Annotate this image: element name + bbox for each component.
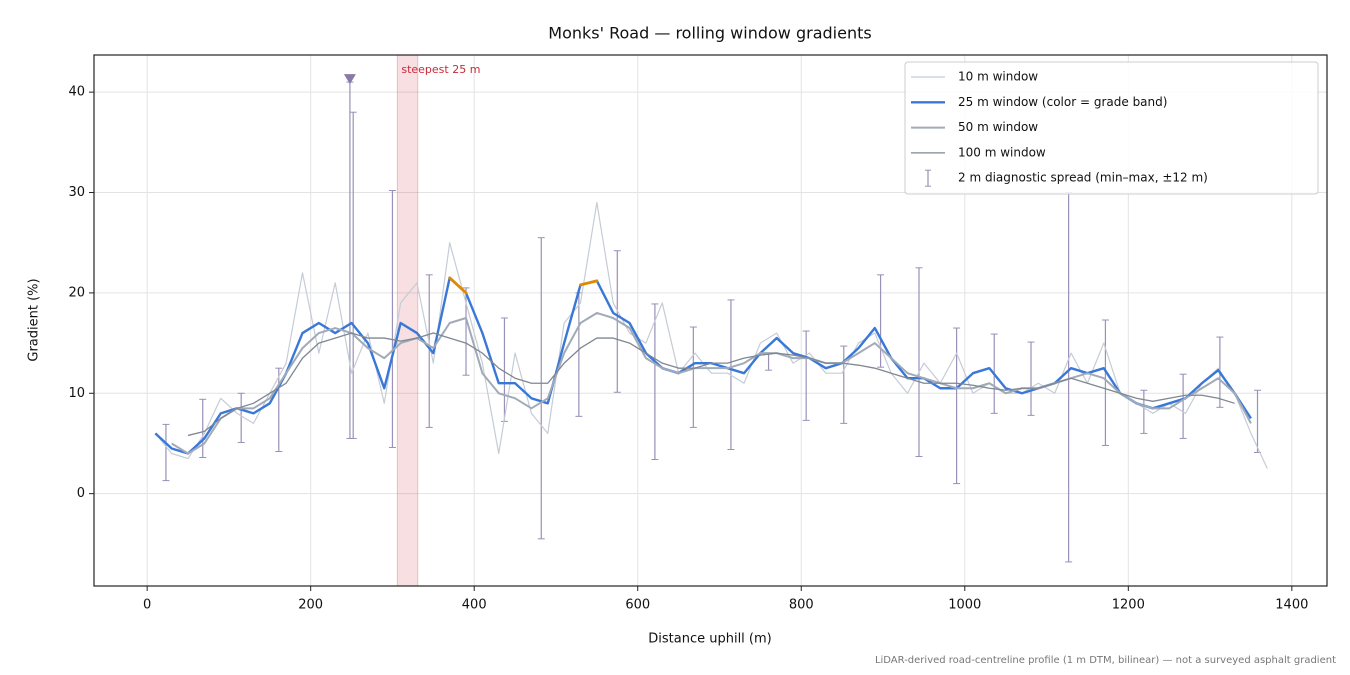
highlight-span [396,54,419,587]
x-tick-label: 400 [462,598,487,613]
x-axis-label: Distance uphill (m) [648,632,771,647]
y-tick-label: 10 [68,386,85,401]
legend-box [904,61,1319,195]
series-line [154,276,1252,455]
legend-label: 25 m window (color = grade band) [958,95,1167,109]
steepest-marker [343,74,356,85]
y-tick-label: 30 [68,185,85,200]
x-tick-label: 800 [789,598,814,613]
x-tick-label: 200 [298,598,323,613]
grade-band-segment [579,279,599,287]
series-line [154,201,1268,469]
legend-label: 50 m window [958,120,1038,134]
annotation-text: steepest 25 m [401,63,480,76]
y-tick-label: 40 [68,85,85,100]
x-tick-label: 1400 [1275,598,1308,613]
plot-frame [93,54,1328,587]
y-axis-label: Gradient (%) [27,278,42,361]
y-tick-label: 20 [68,285,85,300]
footnote: LiDAR-derived road-centreline profile (1… [875,655,1336,666]
legend-label: 100 m window [958,145,1046,159]
series-line [187,332,1235,437]
x-tick-label: 1200 [1112,598,1145,613]
x-tick-label: 600 [625,598,650,613]
y-tick-label: 0 [77,486,85,501]
legend-label: 10 m window [958,70,1038,84]
grade-band-segment [448,276,468,295]
x-tick-label: 0 [143,598,151,613]
x-tick-label: 1000 [948,598,981,613]
chart-title: Monks' Road — rolling window gradients [548,24,871,43]
legend-label: 2 m diagnostic spread (min–max, ±12 m) [958,171,1208,185]
